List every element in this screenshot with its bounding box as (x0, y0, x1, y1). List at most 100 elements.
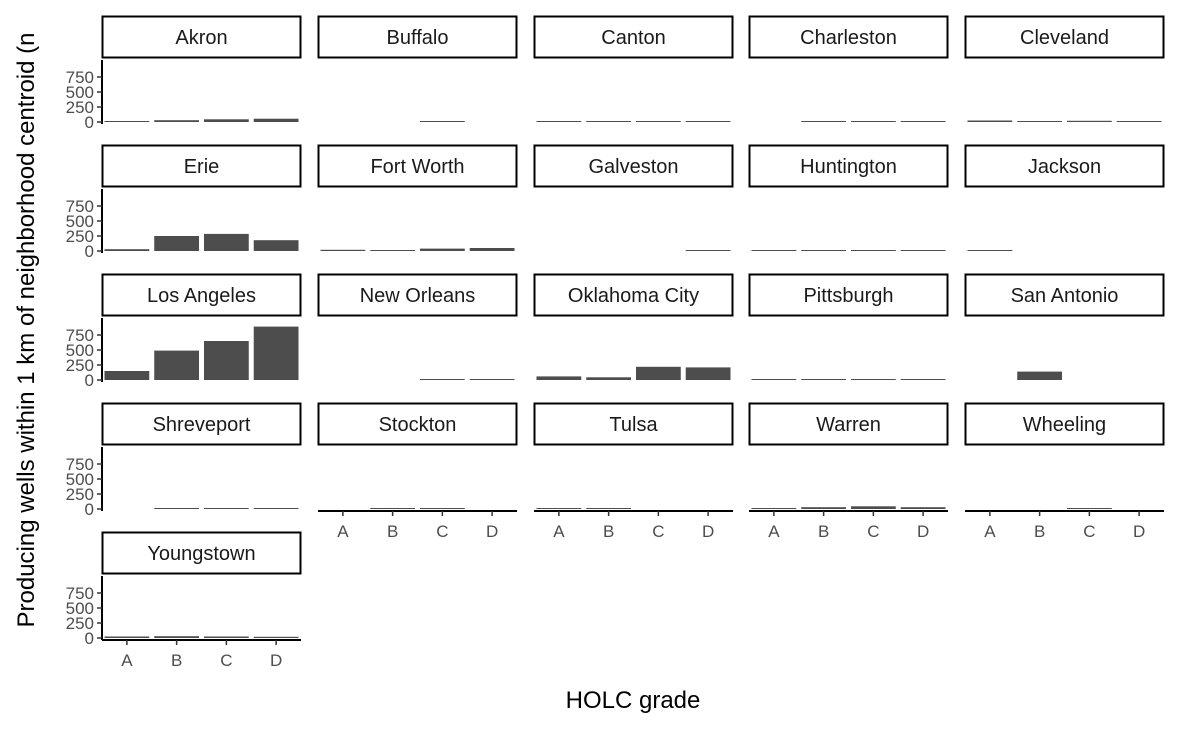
bar (203, 636, 249, 638)
y-tick-label: 500 (66, 212, 94, 231)
facet-label: Jackson (1028, 156, 1101, 178)
bar (635, 366, 681, 380)
facet-label: Wheeling (1023, 414, 1106, 436)
facet-label: Cleveland (1020, 27, 1109, 49)
bar (900, 379, 946, 380)
bar (751, 250, 797, 251)
y-tick-label: 750 (66, 326, 94, 345)
facet-strip (964, 144, 1165, 188)
bar (1017, 121, 1063, 122)
x-tick-label: B (171, 651, 182, 670)
facet-strip (964, 402, 1165, 446)
bar (751, 379, 797, 380)
y-tick-label: 750 (66, 584, 94, 603)
facet-strip (101, 15, 302, 59)
facet-panel: Galveston (533, 144, 734, 251)
y-tick-label: 250 (66, 485, 94, 504)
x-tick-label: D (702, 522, 714, 541)
facet-strip (317, 144, 518, 188)
facet-label: Fort Worth (370, 156, 464, 178)
bar (253, 508, 299, 509)
bar (536, 376, 582, 380)
bar (900, 250, 946, 251)
bar (801, 121, 847, 122)
facet-label: Oklahoma City (568, 285, 699, 307)
bar (801, 250, 847, 251)
bar (536, 121, 582, 122)
y-axis-title: Producing wells within 1 km of neighborh… (13, 33, 40, 628)
bar (850, 506, 896, 509)
x-tick-label: A (337, 522, 349, 541)
facet-label: Warren (816, 414, 881, 436)
facet-panel: Fort Worth (317, 144, 518, 251)
facet-panel: Wheeling A B C D (964, 402, 1165, 541)
y-tick-label: 0 (85, 629, 94, 648)
bar (801, 507, 847, 509)
bar (967, 250, 1013, 251)
facet-panel: Cleveland (964, 15, 1165, 122)
x-tick-label: A (984, 522, 996, 541)
bar (900, 121, 946, 122)
bar (967, 120, 1013, 122)
y-tick-label: 0 (85, 242, 94, 261)
bar (154, 236, 200, 251)
y-tick-label: 500 (66, 341, 94, 360)
facet-strip (101, 273, 302, 317)
bar (801, 379, 847, 380)
y-tick-label: 500 (66, 83, 94, 102)
y-tick-label: 0 (85, 500, 94, 519)
facet-panel: Canton (533, 15, 734, 122)
x-tick-label: B (818, 522, 829, 541)
facet-label: San Antonio (1011, 285, 1119, 307)
facet-strip (317, 402, 518, 446)
y-tick-label: 750 (66, 455, 94, 474)
facet-label: Pittsburgh (803, 285, 893, 307)
bar (1066, 508, 1112, 509)
y-tick-label: 500 (66, 470, 94, 489)
facet-strip (748, 402, 949, 446)
facet-strip (533, 273, 734, 317)
bar (370, 508, 416, 509)
bar (320, 249, 366, 251)
bar (586, 377, 632, 380)
x-tick-label: B (387, 522, 398, 541)
y-tick-label: 0 (85, 113, 94, 132)
facet-label: Galveston (588, 156, 678, 178)
x-tick-label: C (867, 522, 879, 541)
facet-strip (964, 273, 1165, 317)
x-tick-label: D (1133, 522, 1145, 541)
facet-strip (748, 15, 949, 59)
x-tick-label: D (486, 522, 498, 541)
facet-strip (101, 531, 302, 575)
facet-panel: Oklahoma City (533, 273, 734, 380)
bar (253, 636, 299, 638)
facet-strip (101, 402, 302, 446)
bar (154, 350, 200, 380)
facet-panel: San Antonio (964, 273, 1165, 380)
facet-label: New Orleans (360, 285, 476, 307)
bar (154, 636, 200, 638)
bar (685, 367, 731, 380)
x-tick-label: B (1034, 522, 1045, 541)
bar (586, 121, 632, 122)
facet-strip (533, 402, 734, 446)
facet-panel: Stockton A B C D (317, 402, 518, 541)
bar (850, 379, 896, 380)
facet-strip (533, 144, 734, 188)
bar (850, 250, 896, 251)
y-tick-label: 250 (66, 614, 94, 633)
bar (253, 240, 299, 251)
bar (1017, 371, 1063, 380)
facet-strip (317, 273, 518, 317)
y-tick-label: 500 (66, 599, 94, 618)
bar (850, 121, 896, 122)
bar (586, 508, 632, 509)
bar (253, 326, 299, 380)
x-tick-label: C (436, 522, 448, 541)
bar (1116, 121, 1162, 122)
facet-strip (533, 15, 734, 59)
bar (751, 508, 797, 509)
